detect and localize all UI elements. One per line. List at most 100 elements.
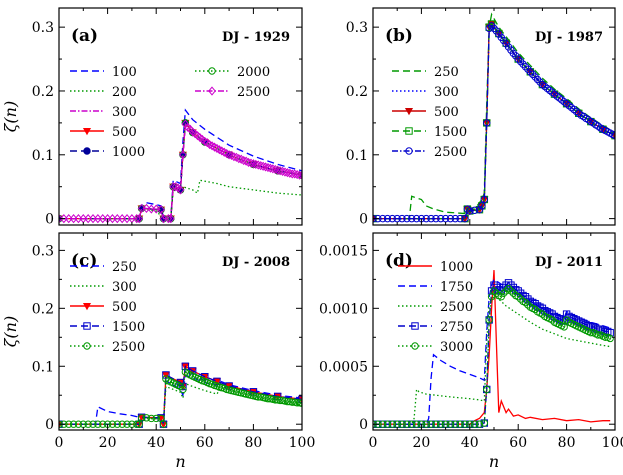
legend-label: 2000	[237, 65, 270, 80]
data-point	[230, 152, 238, 162]
data-point	[254, 393, 262, 401]
x-tick-label: 100	[289, 435, 316, 451]
x-tick-label: 40	[461, 435, 479, 451]
data-point	[288, 169, 297, 179]
data-point	[490, 281, 498, 289]
legend-entry: 500	[70, 125, 137, 140]
x-tick-label: 80	[558, 435, 576, 451]
data-point	[478, 202, 486, 210]
legend-entry: 100	[70, 65, 137, 80]
x-tick-label: 40	[147, 435, 165, 451]
x-tick-label: 20	[412, 435, 430, 451]
x-tick-label: 60	[509, 435, 527, 451]
x-tick-label: 0	[55, 435, 64, 451]
data-point	[220, 147, 229, 157]
data-point	[271, 164, 280, 175]
data-point	[461, 214, 469, 223]
legend-label: 2500	[434, 145, 467, 160]
y-tick-label: 0.2	[32, 84, 54, 100]
data-point	[222, 148, 231, 159]
data-point	[268, 164, 277, 174]
data-point	[432, 214, 440, 223]
y-tick-label: 0.0015	[319, 243, 368, 259]
series-line-2500	[373, 295, 611, 425]
legend-entry: 200	[70, 85, 137, 100]
y-tick-label: 0.1	[32, 148, 54, 164]
data-point	[531, 305, 539, 314]
data-point	[545, 86, 554, 95]
data-point	[393, 214, 401, 223]
series-line-300	[373, 22, 615, 220]
legend-marker	[82, 302, 92, 311]
data-point	[164, 214, 173, 224]
data-point	[227, 150, 236, 161]
data-point	[215, 145, 224, 155]
data-point	[466, 207, 474, 215]
data-point	[264, 395, 272, 403]
y-tick-label: 0	[359, 417, 368, 433]
data-point	[132, 214, 141, 224]
legend-entry: 2500	[398, 300, 473, 315]
y-tick-label: 0.3	[32, 243, 54, 259]
y-axis-label: ζ(n)	[1, 101, 20, 132]
data-point	[388, 420, 397, 428]
data-point	[575, 317, 583, 325]
data-point	[273, 165, 282, 175]
data-point	[553, 313, 561, 322]
data-point	[171, 182, 180, 192]
series-line-2500	[373, 24, 615, 220]
data-point	[516, 295, 525, 303]
data-point	[205, 140, 214, 150]
data-point	[283, 168, 292, 178]
legend: 100 200 300 500 1000 2000 2500	[70, 65, 270, 160]
data-point	[200, 136, 209, 146]
legend-label: 2750	[440, 320, 473, 335]
data-point	[591, 324, 600, 332]
data-point	[427, 214, 435, 223]
data-point	[437, 214, 445, 223]
data-point	[276, 396, 284, 405]
legend-marker	[411, 342, 419, 350]
data-point	[288, 398, 296, 406]
legend-label: 3000	[440, 340, 473, 355]
legend: 1000 1750 2500 2750 3000	[398, 260, 473, 355]
legend-entry: 500	[392, 105, 459, 120]
legend-label: 300	[112, 105, 137, 120]
legend-label: 2500	[440, 300, 473, 315]
y-axis-label: ζ(n)	[1, 316, 20, 347]
data-point	[179, 382, 187, 391]
data-point	[487, 20, 496, 28]
data-point	[147, 414, 156, 423]
data-point	[456, 214, 464, 223]
data-point	[293, 170, 301, 180]
data-point	[208, 141, 216, 151]
data-point	[550, 90, 559, 98]
data-point	[490, 287, 498, 295]
data-point	[161, 371, 170, 380]
data-point	[504, 284, 513, 293]
data-point	[533, 75, 542, 84]
data-point	[271, 396, 279, 404]
data-point	[577, 318, 585, 326]
data-point	[555, 94, 564, 102]
data-point	[560, 323, 568, 331]
data-point	[74, 420, 83, 428]
data-point	[256, 161, 265, 171]
data-point	[137, 414, 146, 422]
data-point	[531, 73, 539, 81]
legend-label: 1000	[112, 145, 145, 160]
data-point	[485, 316, 493, 324]
legend-label: 100	[112, 65, 137, 80]
data-point	[152, 204, 161, 214]
data-point	[606, 334, 614, 343]
plot-area	[59, 362, 302, 429]
data-point	[446, 214, 455, 223]
data-point	[251, 159, 260, 169]
legend: 250 300 500 1500 2500	[70, 260, 145, 355]
data-point	[169, 182, 178, 192]
data-point	[69, 420, 78, 428]
legend-entry: 250	[70, 260, 137, 275]
data-point	[266, 163, 275, 173]
legend-label: 250	[434, 65, 459, 80]
legend-label: 1500	[112, 320, 145, 335]
